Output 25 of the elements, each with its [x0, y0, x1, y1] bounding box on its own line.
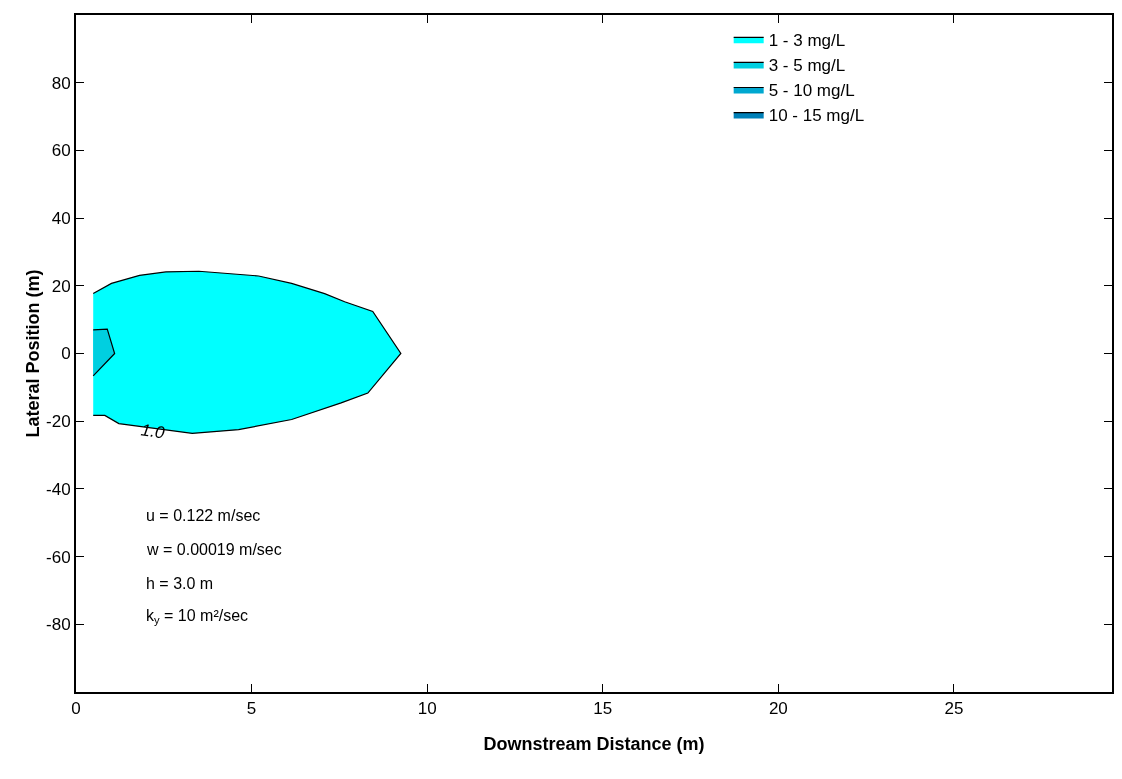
annotation: u = 0.122 m/sec [146, 507, 261, 524]
x-tick-label: 15 [593, 699, 613, 719]
y-tick-label: 80 [51, 73, 71, 93]
annotation: w = 0.00019 m/sec [146, 541, 282, 558]
x-tick-label: 20 [768, 699, 788, 719]
annotation: k$_{y}$ = 10 m²/sec [146, 607, 249, 627]
y-tick-label: -60 [46, 547, 71, 567]
annotation: h = 3.0 m [146, 575, 214, 592]
y-tick-label: 20 [51, 276, 71, 296]
x-axis-title: Downstream Distance (m) [483, 734, 705, 754]
x-tick-label: 5 [246, 699, 257, 719]
x-tick-label: 25 [944, 699, 964, 719]
y-tick-label: -20 [46, 412, 71, 432]
annotation: 1.0 [139, 420, 167, 443]
y-tick-label: 40 [51, 209, 71, 229]
y-axis-title: Lateral Position (m) [22, 269, 43, 438]
legend-label: 10 - 15 mg/L [768, 106, 865, 126]
legend-label: 5 - 10 mg/L [768, 81, 855, 101]
legend-label: 1 - 3 mg/L [768, 30, 846, 50]
y-tick-label: -80 [46, 615, 71, 635]
y-tick-label: 0 [61, 344, 71, 364]
x-tick-label: 10 [417, 699, 437, 719]
y-tick-label: -40 [46, 479, 71, 499]
y-tick-label: 60 [51, 141, 71, 161]
legend-label: 3 - 5 mg/L [768, 56, 846, 76]
